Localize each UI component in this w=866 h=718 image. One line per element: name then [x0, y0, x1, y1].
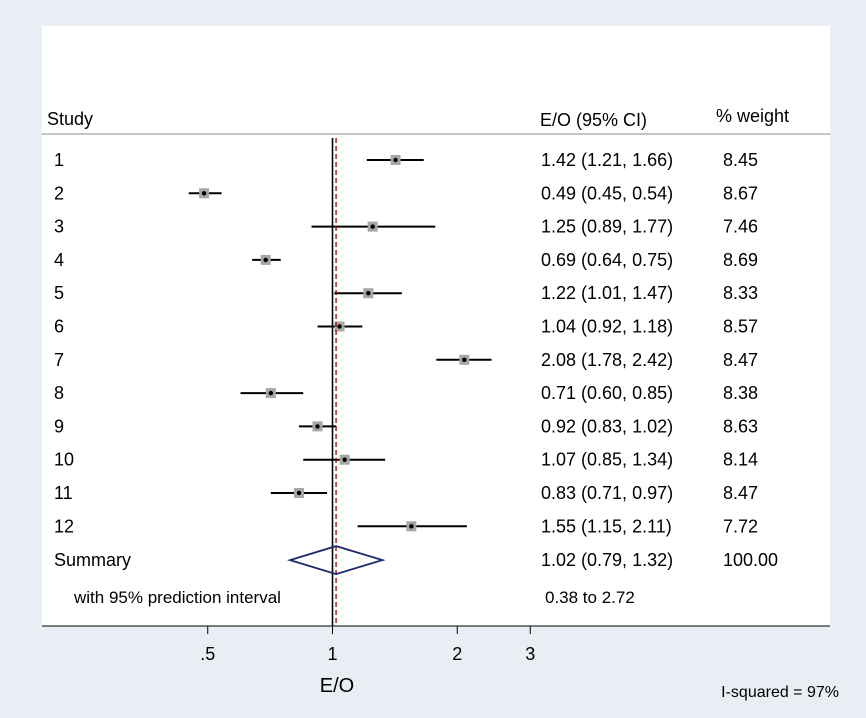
study-label: 2 — [54, 183, 64, 203]
point-estimate — [296, 490, 302, 496]
study-row: 5 1.22 (1.01, 1.47) 8.33 — [54, 283, 758, 303]
i-squared-note: I-squared = 97% — [721, 684, 839, 701]
ci-text: 1.42 (1.21, 1.66) — [541, 150, 673, 170]
weight-text: 8.63 — [723, 416, 758, 436]
weight-text: 8.47 — [723, 483, 758, 503]
weight-text: 8.38 — [723, 383, 758, 403]
point-estimate — [370, 224, 375, 229]
weight-text: 7.72 — [723, 516, 758, 536]
study-label: 4 — [54, 250, 64, 270]
study-label: 7 — [54, 350, 64, 370]
point-estimate — [315, 424, 320, 429]
study-row: 2 0.49 (0.45, 0.54) 8.67 — [54, 183, 758, 203]
header-study: Study — [47, 109, 93, 129]
study-label: 9 — [54, 416, 64, 436]
ci-text: 2.08 (1.78, 2.42) — [541, 350, 673, 370]
study-label: 5 — [54, 283, 64, 303]
ci-text: 1.04 (0.92, 1.18) — [541, 317, 673, 337]
ci-text: 1.25 (0.89, 1.77) — [541, 217, 673, 237]
ci-text: 0.71 (0.60, 0.85) — [541, 383, 673, 403]
weight-text: 8.69 — [723, 250, 758, 270]
study-label: 3 — [54, 217, 64, 237]
weight-text: 7.46 — [723, 217, 758, 237]
x-tick-label: 1 — [327, 644, 337, 664]
weight-text: 8.47 — [723, 350, 758, 370]
ci-text: 1.07 (0.85, 1.34) — [541, 450, 673, 470]
ci-text: 1.22 (1.01, 1.47) — [541, 283, 673, 303]
study-row: 4 0.69 (0.64, 0.75) 8.69 — [54, 250, 758, 270]
study-row: 9 0.92 (0.83, 1.02) 8.63 — [54, 416, 758, 436]
weight-text: 8.67 — [723, 183, 758, 203]
header-weight: % weight — [716, 106, 789, 126]
study-label: 8 — [54, 383, 64, 403]
ci-text: 0.92 (0.83, 1.02) — [541, 416, 673, 436]
ci-text: 1.55 (1.15, 2.11) — [541, 516, 672, 536]
header-estimate: E/O (95% CI) — [540, 110, 647, 130]
x-tick-label: 3 — [525, 644, 535, 664]
point-estimate — [393, 157, 398, 163]
summary-diamond — [286, 545, 386, 576]
study-row: 1 1.42 (1.21, 1.66) 8.45 — [54, 150, 758, 170]
point-estimate — [462, 357, 467, 362]
study-row: 6 1.04 (0.92, 1.18) 8.57 — [54, 317, 758, 337]
study-row: 10 1.07 (0.85, 1.34) 8.14 — [54, 450, 758, 470]
study-label: 1 — [54, 150, 64, 170]
point-estimate — [342, 457, 347, 462]
summary-weight-text: 100.00 — [723, 550, 778, 570]
ci-text: 0.49 (0.45, 0.54) — [541, 183, 673, 203]
point-estimate — [268, 390, 274, 396]
study-row: 3 1.25 (0.89, 1.77) 7.46 — [54, 217, 758, 237]
study-label: 11 — [54, 483, 73, 503]
point-estimate — [366, 291, 371, 296]
study-label: 6 — [54, 317, 64, 337]
summary-label: Summary — [54, 550, 131, 570]
point-estimate — [409, 524, 414, 529]
prediction-interval-label: with 95% prediction interval — [73, 588, 281, 607]
weight-text: 8.14 — [723, 450, 758, 470]
x-axis-label: E/O — [320, 675, 354, 697]
study-row: 8 0.71 (0.60, 0.85) 8.38 — [54, 383, 758, 403]
study-label: 10 — [54, 450, 74, 470]
study-label: 12 — [54, 516, 74, 536]
study-row: 11 0.83 (0.71, 0.97) 8.47 — [54, 483, 758, 503]
ci-text: 0.69 (0.64, 0.75) — [541, 250, 673, 270]
weight-text: 8.57 — [723, 317, 758, 337]
summary-ci-text: 1.02 (0.79, 1.32) — [541, 550, 673, 570]
plot-region — [42, 26, 830, 626]
weight-text: 8.45 — [723, 150, 758, 170]
prediction-interval-text: 0.38 to 2.72 — [545, 588, 635, 607]
x-tick-label: .5 — [200, 644, 215, 664]
x-tick-label: 2 — [452, 644, 462, 664]
point-estimate — [263, 257, 268, 263]
study-row: 12 1.55 (1.15, 2.11) 7.72 — [54, 516, 758, 536]
ci-text: 0.83 (0.71, 0.97) — [541, 483, 673, 503]
point-estimate — [337, 324, 342, 329]
study-row: 7 2.08 (1.78, 2.42) 8.47 — [54, 350, 758, 370]
weight-text: 8.33 — [723, 283, 758, 303]
point-estimate — [201, 191, 207, 196]
